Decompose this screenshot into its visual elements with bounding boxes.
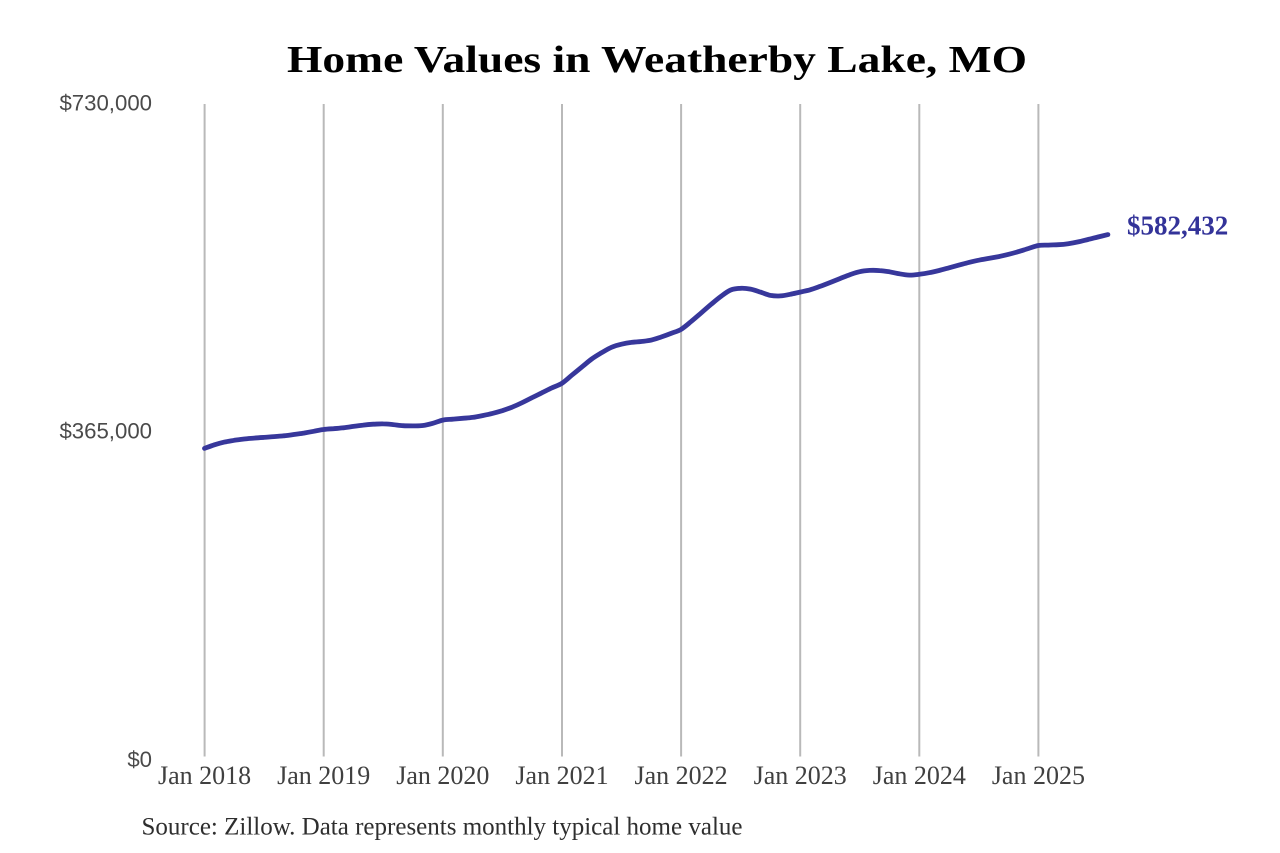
svg-text:Jan 2020: Jan 2020 <box>396 761 489 790</box>
svg-text:$0: $0 <box>127 747 152 772</box>
svg-text:Jan 2025: Jan 2025 <box>992 761 1085 790</box>
svg-text:Jan 2021: Jan 2021 <box>515 761 608 790</box>
svg-text:$730,000: $730,000 <box>59 91 152 116</box>
svg-text:Jan 2024: Jan 2024 <box>873 761 966 790</box>
svg-text:Jan 2019: Jan 2019 <box>277 761 370 790</box>
svg-text:Jan 2018: Jan 2018 <box>158 761 251 790</box>
svg-text:$582,432: $582,432 <box>1127 211 1228 241</box>
svg-text:$365,000: $365,000 <box>59 419 152 444</box>
svg-text:Jan 2023: Jan 2023 <box>754 761 847 790</box>
svg-text:Jan 2022: Jan 2022 <box>635 761 728 790</box>
svg-text:Home Values in Weatherby Lake,: Home Values in Weatherby Lake, MO <box>287 39 1027 81</box>
svg-text:Source: Zillow. Data represent: Source: Zillow. Data represents monthly … <box>142 814 743 841</box>
